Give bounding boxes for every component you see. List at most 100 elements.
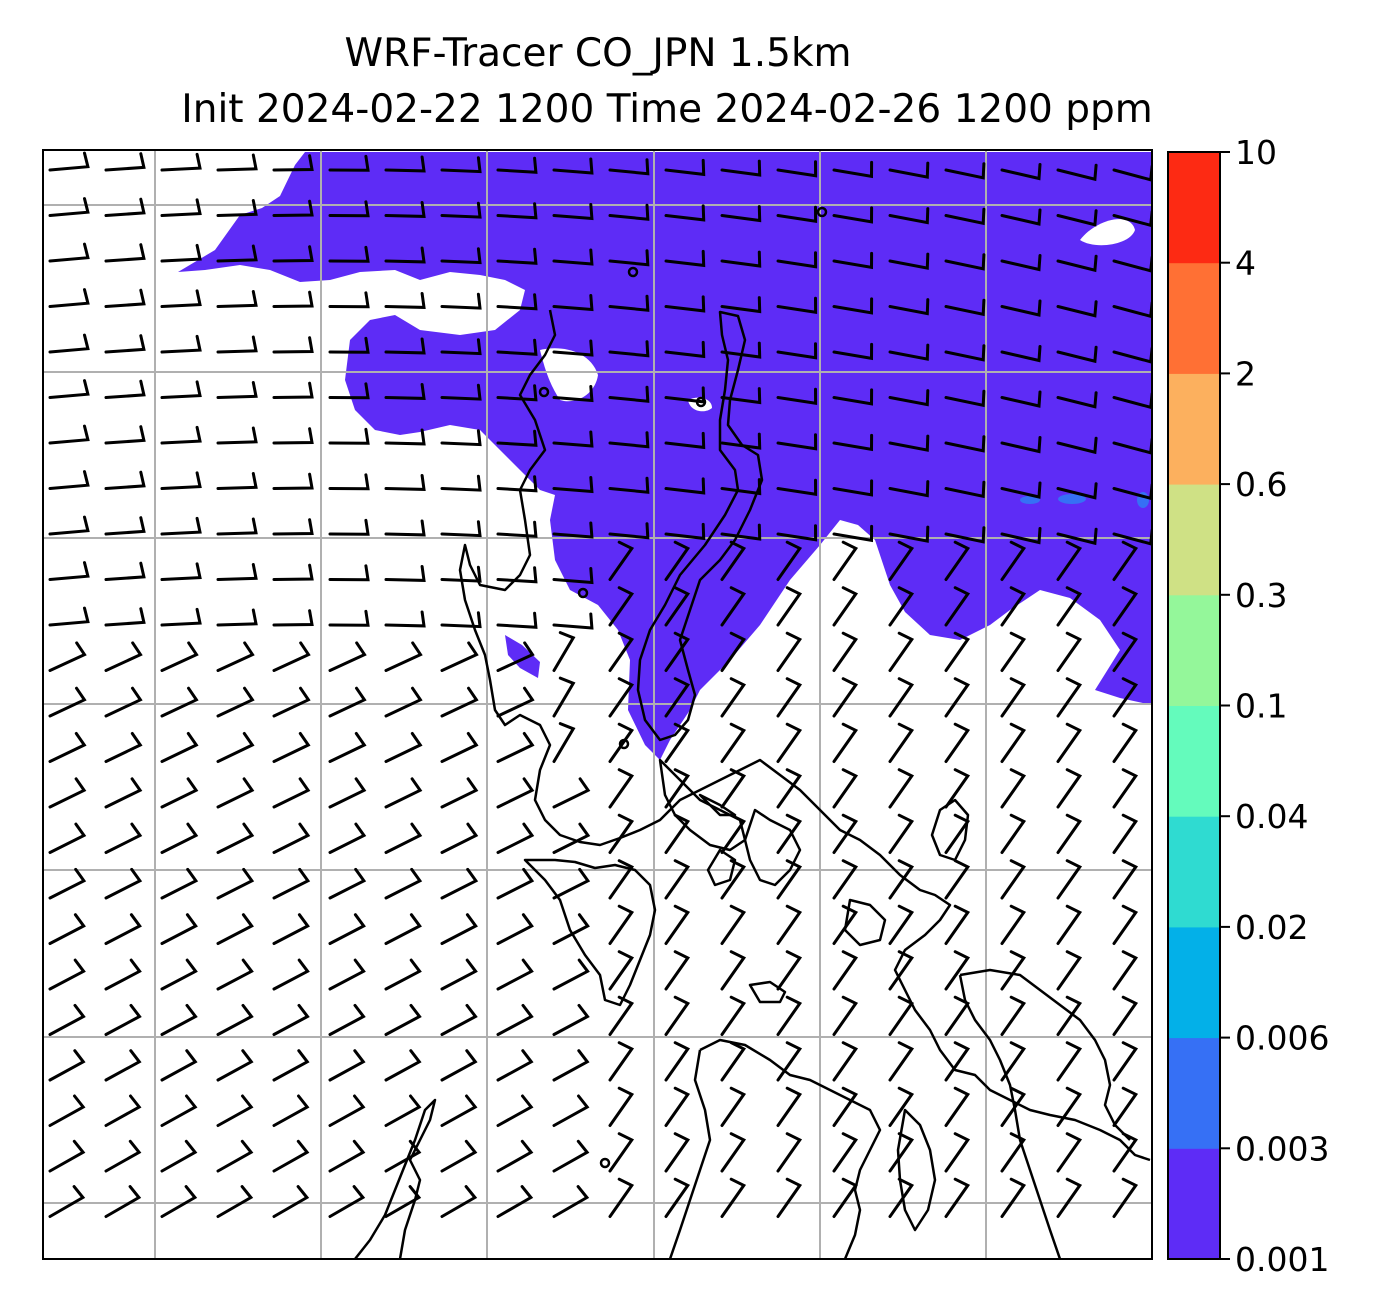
wind-barb bbox=[440, 913, 478, 945]
wind-barb bbox=[496, 1094, 534, 1127]
colorbar-segment bbox=[1168, 152, 1220, 264]
wind-barb bbox=[272, 245, 314, 263]
wind-barb bbox=[272, 913, 310, 945]
tracer-patch-small-west bbox=[505, 635, 540, 678]
wind-barb bbox=[720, 540, 747, 581]
wind-barb bbox=[216, 244, 258, 263]
wind-barb bbox=[1000, 481, 1042, 499]
wind-barb bbox=[944, 950, 971, 991]
wind-barb bbox=[608, 1177, 635, 1218]
wind-barb bbox=[384, 155, 426, 173]
wind-barb bbox=[216, 958, 254, 991]
wind-barb bbox=[496, 384, 538, 402]
wind-barb bbox=[48, 470, 90, 490]
wind-barb bbox=[272, 1139, 310, 1173]
wind-barb bbox=[216, 686, 255, 718]
wind-barb bbox=[720, 995, 747, 1036]
wind-barb bbox=[832, 433, 874, 452]
wind-barb bbox=[328, 958, 366, 991]
wind-barb bbox=[48, 1049, 86, 1082]
wind-barb bbox=[216, 517, 258, 536]
wind-barb bbox=[104, 822, 143, 854]
wind-barb bbox=[440, 1139, 478, 1173]
wind-barb bbox=[216, 913, 254, 945]
wind-barb bbox=[832, 342, 874, 361]
wind-barb bbox=[48, 197, 90, 217]
wind-barb bbox=[216, 777, 255, 809]
wind-barb bbox=[832, 524, 874, 543]
wind-barb bbox=[776, 813, 803, 854]
wind-barb bbox=[272, 290, 314, 308]
wind-barb bbox=[664, 1132, 691, 1173]
wind-barb bbox=[216, 822, 255, 854]
wind-barb bbox=[104, 561, 146, 581]
wind-barb bbox=[48, 686, 87, 718]
wind-barb bbox=[1056, 722, 1083, 763]
wind-barb bbox=[608, 431, 650, 449]
wind-barb bbox=[944, 207, 986, 226]
wind-barb bbox=[272, 472, 314, 490]
wind-barb bbox=[384, 867, 423, 900]
wind-barb bbox=[888, 631, 915, 672]
wind-barb bbox=[384, 337, 426, 355]
wind-barb bbox=[664, 431, 706, 450]
wind-barb bbox=[776, 1086, 803, 1127]
wind-barb bbox=[328, 154, 370, 172]
colorbar: 0.001 0.003 0.006 0.02 0.04 0.1 0.3 0.6 2 4 10 bbox=[1167, 133, 1329, 1279]
wind-barb bbox=[720, 1041, 747, 1082]
wind-barb bbox=[272, 958, 310, 991]
wind-barb bbox=[1056, 527, 1098, 546]
wind-barb bbox=[104, 777, 143, 809]
wind-barb bbox=[328, 777, 367, 809]
wind-barb bbox=[440, 1094, 478, 1127]
colorbar-segment bbox=[1168, 705, 1220, 817]
wind-barb bbox=[832, 586, 859, 627]
wind-barb bbox=[888, 722, 915, 763]
wind-barb bbox=[944, 1041, 971, 1082]
wind-barb bbox=[832, 1177, 859, 1218]
wind-barb bbox=[328, 518, 370, 536]
wind-barb bbox=[832, 904, 859, 945]
wind-barb bbox=[664, 386, 706, 404]
wind-barb bbox=[328, 913, 366, 945]
wind-barb bbox=[776, 904, 803, 945]
wind-barb bbox=[1056, 209, 1098, 227]
wind-barb bbox=[944, 540, 971, 581]
wind-barb bbox=[216, 1049, 254, 1082]
wind-barb bbox=[776, 631, 803, 672]
colorbar-segment bbox=[1168, 484, 1220, 596]
wind-barb bbox=[1056, 768, 1083, 809]
wind-barb bbox=[664, 586, 691, 627]
wind-barb bbox=[384, 610, 426, 628]
wind-barb bbox=[888, 1086, 915, 1127]
wind-barb bbox=[496, 867, 535, 900]
wind-barb bbox=[1000, 1132, 1027, 1173]
map-panel bbox=[42, 149, 1153, 1260]
wind-barb bbox=[1056, 1177, 1083, 1218]
wind-barb bbox=[664, 813, 691, 854]
wind-barb bbox=[104, 1139, 142, 1173]
wind-barb bbox=[272, 867, 311, 900]
wind-barb bbox=[720, 1132, 747, 1173]
wind-barb bbox=[664, 204, 706, 222]
wind-barb bbox=[216, 867, 255, 900]
wind-barb bbox=[384, 732, 423, 763]
wind-barb bbox=[944, 253, 986, 271]
wind-barb bbox=[1056, 391, 1098, 409]
wind-barb bbox=[272, 381, 314, 399]
wind-barb bbox=[104, 334, 146, 354]
wind-barb bbox=[1000, 345, 1042, 363]
wind-barb bbox=[552, 867, 591, 900]
wind-barb bbox=[1112, 768, 1139, 809]
wind-barb bbox=[1056, 586, 1083, 627]
colorbar-segment bbox=[1168, 594, 1220, 706]
wind-barb bbox=[944, 1086, 971, 1127]
wind-barb bbox=[552, 157, 594, 175]
wind-barb bbox=[160, 380, 202, 399]
wind-barb bbox=[720, 1177, 747, 1218]
wind-barb bbox=[888, 859, 915, 900]
wind-barb bbox=[664, 631, 691, 672]
wind-barb bbox=[1112, 1177, 1139, 1218]
wind-barb bbox=[664, 950, 691, 991]
